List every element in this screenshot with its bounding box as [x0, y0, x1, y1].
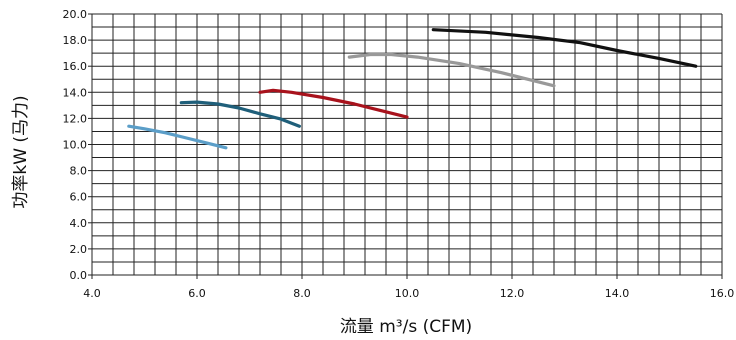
y-tick-label: 20.0 — [63, 8, 88, 21]
y-tick-label: 16.0 — [63, 60, 88, 73]
y-tick-label: 12.0 — [63, 112, 88, 125]
y-tick-label: 4.0 — [70, 217, 88, 230]
y-tick-label: 0.0 — [70, 269, 88, 282]
x-tick-label: 4.0 — [83, 287, 101, 300]
series-layer — [127, 28, 698, 150]
x-tick-label: 10.0 — [395, 287, 420, 300]
y-tick-label: 18.0 — [63, 34, 88, 47]
y-tick-label: 10.0 — [63, 139, 88, 152]
series-line-3 — [258, 88, 409, 119]
grid — [88, 13, 723, 279]
tick-labels: 4.0 6.0 8.0 10.0 12.0 14.0 16.0 0.0 2.0 4.0 6.0 8.0… — [63, 8, 735, 300]
x-tick-label: 16.0 — [710, 287, 735, 300]
x-tick-label: 8.0 — [293, 287, 311, 300]
y-tick-label: 6.0 — [70, 191, 88, 204]
y-tick-label: 2.0 — [70, 243, 88, 256]
x-axis-title: 流量 m³/s (CFM) — [340, 317, 472, 337]
x-tick-label: 14.0 — [605, 287, 630, 300]
y-axis-title: 功率kW (马力) — [11, 95, 31, 208]
x-tick-label: 12.0 — [500, 287, 525, 300]
series-line-2 — [179, 100, 301, 128]
y-tick-label: 14.0 — [63, 86, 88, 99]
series-line-5 — [431, 28, 698, 68]
y-tick-label: 8.0 — [70, 165, 88, 178]
series-line-1 — [127, 124, 228, 150]
x-tick-label: 6.0 — [188, 287, 206, 300]
series-line-4 — [347, 52, 556, 88]
